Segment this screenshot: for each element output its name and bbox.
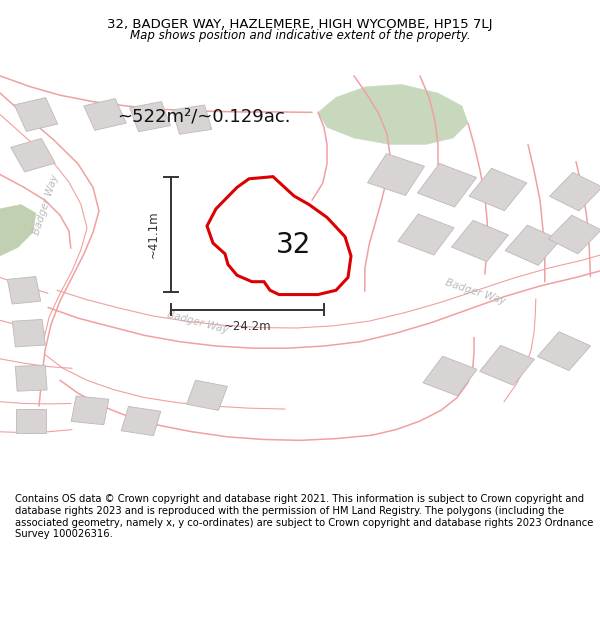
Polygon shape [469,168,527,211]
Text: Contains OS data © Crown copyright and database right 2021. This information is : Contains OS data © Crown copyright and d… [15,494,593,539]
Polygon shape [452,221,508,262]
Text: Badger Way: Badger Way [31,173,60,236]
Polygon shape [11,139,55,172]
Polygon shape [505,225,560,266]
Text: Badger Way: Badger Way [444,278,507,307]
Polygon shape [550,173,600,211]
Polygon shape [71,396,109,425]
Polygon shape [538,332,590,371]
Polygon shape [84,99,126,131]
Text: Map shows position and indicative extent of the property.: Map shows position and indicative extent… [130,29,470,42]
Polygon shape [479,346,535,385]
Text: 32: 32 [277,231,311,259]
Polygon shape [367,154,425,196]
Polygon shape [398,214,454,255]
Polygon shape [318,84,468,144]
Polygon shape [187,380,227,411]
Polygon shape [172,105,212,134]
Polygon shape [12,319,46,347]
Polygon shape [548,215,600,254]
Polygon shape [14,98,58,131]
Polygon shape [418,163,476,207]
Polygon shape [130,102,170,132]
Text: ~522m²/~0.129ac.: ~522m²/~0.129ac. [117,107,290,126]
Polygon shape [7,276,41,304]
Polygon shape [121,406,161,436]
Polygon shape [423,356,477,396]
Polygon shape [16,365,47,391]
Text: ~24.2m: ~24.2m [224,320,271,333]
Text: ~41.1m: ~41.1m [146,211,160,258]
Polygon shape [0,204,36,256]
Polygon shape [207,177,351,294]
Text: Badger Way: Badger Way [166,309,230,336]
Polygon shape [16,409,46,434]
Text: 32, BADGER WAY, HAZLEMERE, HIGH WYCOMBE, HP15 7LJ: 32, BADGER WAY, HAZLEMERE, HIGH WYCOMBE,… [107,18,493,31]
